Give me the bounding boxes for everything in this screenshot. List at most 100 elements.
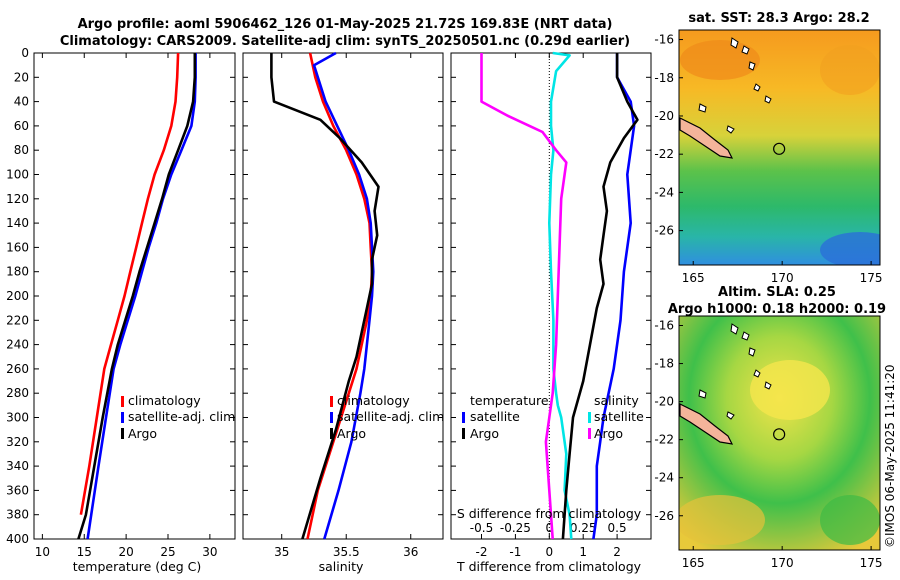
sst-cool-patch [820, 232, 880, 265]
y-tick-label: 260 [6, 362, 29, 376]
y-tick-label: 220 [6, 313, 29, 327]
series-line-s-argo [561, 53, 639, 540]
plot-frame [242, 52, 444, 540]
y-tick-label: 320 [6, 435, 29, 449]
lat-tick-label: -24 [654, 185, 674, 199]
difference-profile-panel: -2 -1 0 1 2 -0.5 -0.25 0 0.25 0.5 [450, 51, 652, 559]
sst-map-frame [678, 29, 881, 266]
sla-map: Altim. SLA: 0.25 Argo h1000: 0.18 h2000:… [654, 285, 886, 570]
x-tick-label: 2 [613, 545, 621, 559]
y-tick-label: 0 [21, 46, 29, 60]
series-line-argo [77, 53, 197, 540]
sla-map-frame [678, 315, 881, 551]
s-difference-xlabel: S difference from climatology [457, 506, 642, 521]
lat-tick-label: -22 [654, 433, 674, 447]
legend-swatch-satellite [330, 412, 333, 423]
legend-label-temperature: temperature [470, 393, 549, 408]
y-tick-label: 180 [6, 265, 29, 279]
lat-tick-label: -18 [654, 71, 674, 85]
legend-swatch-s-satellite [588, 412, 591, 423]
x2-tick-label: 0 [545, 521, 553, 535]
x2-tick-label: 0.5 [608, 521, 627, 535]
salinity-xlabel: salinity [319, 559, 364, 574]
x-tick-label: 25 [160, 545, 175, 559]
y-tick-label: 20 [14, 70, 29, 84]
series-line-t-argo [480, 53, 568, 540]
lat-tick-label: -20 [654, 109, 674, 123]
y-tick-label: 340 [6, 459, 29, 473]
y-tick-label: 280 [6, 386, 29, 400]
series-line-climatology [79, 52, 180, 515]
x2-tick-label: -0.25 [500, 521, 531, 535]
legend-swatch-satellite [121, 412, 124, 423]
sst-map-title: sat. SST: 28.3 Argo: 28.2 [688, 11, 869, 26]
salinity-profile-panel: 35 35.5 36 [242, 51, 444, 559]
legend-label-argo: Argo [337, 426, 366, 441]
x-tick-label: 20 [118, 545, 133, 559]
y-tick-label: 400 [6, 532, 29, 546]
legend-label-t-satellite: satellite [470, 409, 520, 424]
island-outlines [698, 323, 772, 420]
sla-map-title: Altim. SLA: 0.25 [718, 285, 836, 300]
island-outlines [698, 37, 772, 134]
legend-label-satellite: satellite-adj. clim [128, 409, 235, 424]
x-tick-label: 0 [545, 545, 553, 559]
sst-warm-patch [820, 45, 880, 95]
difference-legend-left: temperature satellite Argo [462, 393, 549, 441]
sla-high-patch [750, 360, 830, 420]
lat-tick-label: -24 [654, 471, 674, 485]
legend-label-climatology: climatology [337, 393, 410, 408]
series-line-t-satellite [547, 51, 573, 540]
figure-title-line1: Argo profile: aoml 5906462_126 01-May-20… [78, 17, 613, 32]
sst-map-ticks: 165 170 175 -16 -18 -20 -22 -24 -26 [654, 33, 882, 285]
legend-swatch-argo [121, 428, 124, 439]
legend-swatch-t-satellite [462, 412, 465, 423]
series-line-s-satellite [592, 53, 636, 540]
temperature-legend: climatology satellite-adj. clim Argo [121, 393, 235, 441]
sla-high-patch [679, 495, 765, 545]
figure-title-line2: Climatology: CARS2009. Satellite-adj cli… [60, 34, 630, 49]
legend-label-salinity: salinity [594, 393, 639, 408]
y-tick-label: 380 [6, 508, 29, 522]
sst-warm-patch [680, 40, 760, 80]
legend-swatch-climatology [330, 396, 333, 407]
lat-tick-label: -22 [654, 147, 674, 161]
series-line-argo [270, 53, 380, 540]
series-line-satellite-adj-clim [86, 53, 197, 540]
temperature-profile-panel: 10 15 20 25 30020406080100120140160180200220… [6, 46, 236, 559]
sla-map-subtitle: Argo h1000: 0.18 h2000: 0.19 [668, 302, 886, 317]
legend-label-s-satellite: satellite [594, 409, 644, 424]
lat-tick-label: -20 [654, 395, 674, 409]
x-tick-label: 35.5 [333, 545, 360, 559]
legend-swatch-climatology [121, 396, 124, 407]
y-tick-label: 100 [6, 168, 29, 182]
x-tick-label: -2 [476, 545, 488, 559]
legend-swatch-s-argo [588, 428, 591, 439]
y-tick-label: 80 [14, 143, 29, 157]
lon-tick-label: 165 [682, 271, 705, 285]
legend-swatch-argo [330, 428, 333, 439]
temperature-xlabel: temperature (deg C) [73, 559, 202, 574]
y-tick-label: 200 [6, 289, 29, 303]
lon-tick-label: 170 [771, 271, 794, 285]
y-tick-label: 160 [6, 240, 29, 254]
x-tick-label: -1 [509, 545, 521, 559]
lon-tick-label: 170 [771, 556, 794, 570]
lat-tick-label: -18 [654, 357, 674, 371]
lon-tick-label: 175 [860, 556, 883, 570]
legend-label-s-argo: Argo [594, 426, 623, 441]
lat-tick-label: -26 [654, 224, 674, 238]
legend-label-t-argo: Argo [470, 426, 499, 441]
t-difference-xlabel: T difference from climatology [456, 559, 642, 574]
x-tick-label: 35 [274, 545, 289, 559]
x-tick-label: 15 [77, 545, 92, 559]
y-tick-label: 240 [6, 338, 29, 352]
y-tick-label: 60 [14, 119, 29, 133]
y-tick-label: 120 [6, 192, 29, 206]
x2-tick-label: 0.25 [570, 521, 597, 535]
difference-legend-right: salinity satellite Argo [588, 393, 644, 441]
new-caledonia-land [679, 403, 734, 445]
x-tick-label: 30 [202, 545, 217, 559]
legend-label-argo: Argo [128, 426, 157, 441]
sst-map: sat. SST: 28.3 Argo: 28.2 165 170 175 -16 -1… [654, 11, 882, 285]
